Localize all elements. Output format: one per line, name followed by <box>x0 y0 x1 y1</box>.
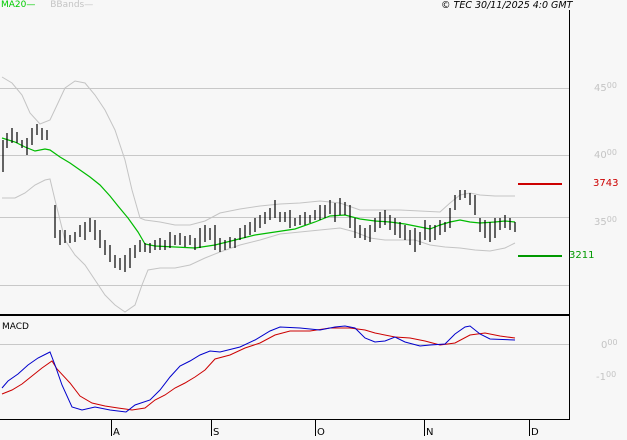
support-label: 3211 <box>569 250 595 261</box>
resistance-label: 3743 <box>593 178 619 189</box>
ma20-line <box>1 137 516 249</box>
bband-upper <box>1 76 515 226</box>
chart-legend: MA20— BBands— <box>1 0 93 11</box>
x-label-aug: A <box>113 427 120 438</box>
macd-line <box>1 325 516 413</box>
x-ticks <box>111 420 530 436</box>
macd-y-label-0: 000 <box>601 338 618 351</box>
x-label-nov: N <box>426 427 434 438</box>
macd-signal-line <box>1 327 516 411</box>
legend-bbands: BBands— <box>50 0 94 10</box>
x-label-dec: D <box>531 427 539 438</box>
macd-y-label-minus1: -100 <box>596 370 617 383</box>
bband-lower <box>2 178 516 313</box>
x-label-oct: O <box>317 427 325 438</box>
ohlc-bars <box>2 124 516 272</box>
y-label-4000: 4000 <box>594 148 617 161</box>
macd-title: MACD <box>2 322 29 332</box>
y-label-3500: 3500 <box>594 215 617 228</box>
copyright-label: © TEC 30/11/2025 4:0 GMT <box>441 0 573 11</box>
y-label-4500: 4500 <box>594 81 617 94</box>
legend-ma20: MA20— <box>1 0 36 10</box>
x-label-sep: S <box>213 427 220 438</box>
